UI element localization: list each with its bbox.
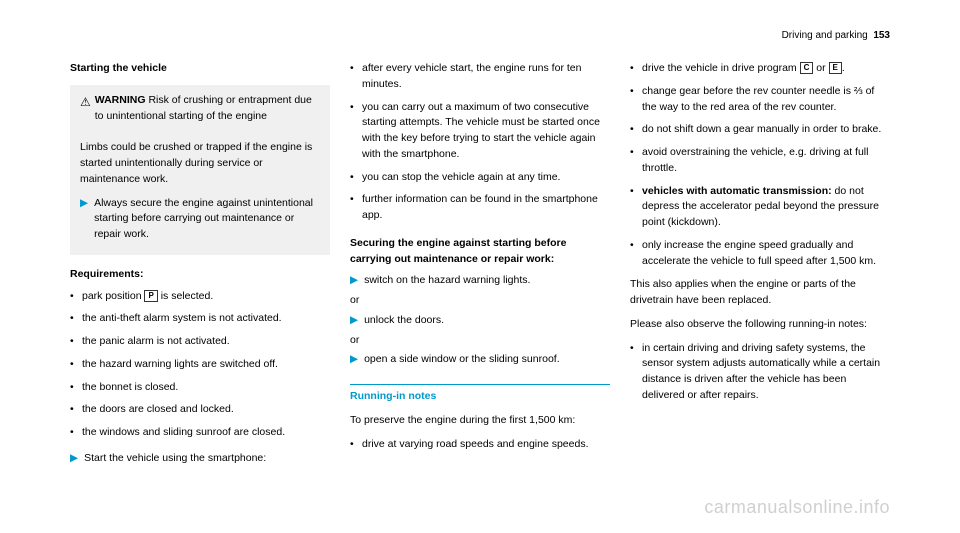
warning-box: ⚠ WARNING Risk of crushing or entrapment… (70, 85, 330, 133)
key-c: C (800, 62, 814, 74)
col2-bullets: after every vehicle start, the engine ru… (350, 61, 610, 224)
or-text-inline: or (813, 62, 828, 74)
running-intro: To preserve the engine during the first … (350, 413, 610, 429)
auto-label: vehicles with automatic transmission: (642, 185, 832, 197)
list-item: only increase the engine speed gradually… (630, 238, 890, 270)
list-item: change gear before the rev counter needl… (630, 84, 890, 116)
action-marker-icon: ▶ (350, 313, 358, 329)
req-text: park position (82, 290, 144, 302)
or-text: or (350, 293, 610, 309)
content-columns: Starting the vehicle ⚠ WARNING Risk of c… (70, 61, 890, 471)
page-header: Driving and parking 153 (70, 30, 890, 41)
list-item: after every vehicle start, the engine ru… (350, 61, 610, 93)
list-item: the anti-theft alarm system is not activ… (70, 311, 330, 327)
warning-text-block: WARNING Risk of crushing or entrapment d… (95, 93, 320, 125)
park-key: P (144, 290, 157, 302)
action-text: open a side window or the sliding sunroo… (364, 352, 560, 368)
period: . (842, 62, 845, 74)
observe-text: Please also observe the following runnin… (630, 317, 890, 333)
warning-body-box: Limbs could be crushed or trapped if the… (70, 132, 330, 255)
running-in-heading: Running-in notes (350, 384, 610, 405)
list-item: drive the vehicle in drive program C or … (630, 61, 890, 77)
action-marker-icon: ▶ (350, 273, 358, 289)
starting-title: Starting the vehicle (70, 61, 330, 77)
bullet-text: drive the vehicle in drive program (642, 62, 800, 74)
page-container: Driving and parking 153 Starting the veh… (0, 0, 960, 491)
apply-text: This also applies when the engine or par… (630, 277, 890, 309)
column-3: drive the vehicle in drive program C or … (630, 61, 890, 471)
action-text: unlock the doors. (364, 313, 444, 329)
col3-bullets: drive the vehicle in drive program C or … (630, 61, 890, 269)
secure-action-2: ▶ unlock the doors. (350, 313, 610, 329)
list-item: the windows and sliding sunroof are clos… (70, 425, 330, 441)
req-suffix: is selected. (158, 290, 213, 302)
action-text: switch on the hazard warning lights. (364, 273, 530, 289)
running-list: drive at varying road speeds and engine … (350, 437, 610, 453)
warning-icon: ⚠ (80, 93, 91, 111)
action-marker-icon: ▶ (350, 352, 358, 368)
secure-action-3: ▶ open a side window or the sliding sunr… (350, 352, 610, 368)
final-list: in certain driving and driving safety sy… (630, 341, 890, 404)
secure-title: Securing the engine against starting bef… (350, 236, 610, 268)
warning-body: Limbs could be crushed or trapped if the… (80, 140, 320, 187)
action-marker-icon: ▶ (70, 451, 78, 467)
list-item: you can carry out a maximum of two conse… (350, 100, 610, 163)
list-item: you can stop the vehicle again at any ti… (350, 170, 610, 186)
watermark: carmanualsonline.info (704, 497, 890, 518)
list-item: further information can be found in the … (350, 192, 610, 224)
list-item: the hazard warning lights are switched o… (70, 357, 330, 373)
list-item: the doors are closed and locked. (70, 402, 330, 418)
list-item: drive at varying road speeds and engine … (350, 437, 610, 453)
warning-action: Always secure the engine against uninten… (94, 196, 320, 243)
header-section: Driving and parking (782, 30, 868, 41)
requirements-list: park position P is selected. the anti-th… (70, 289, 330, 441)
warning-action-item: ▶ Always secure the engine against unint… (80, 196, 320, 243)
or-text: or (350, 333, 610, 349)
list-item: vehicles with automatic transmission: do… (630, 184, 890, 231)
list-item: avoid overstraining the vehicle, e.g. dr… (630, 145, 890, 177)
list-item: the panic alarm is not activated. (70, 334, 330, 350)
action-marker-icon: ▶ (80, 196, 88, 243)
list-item: the bonnet is closed. (70, 380, 330, 396)
list-item: do not shift down a gear manually in ord… (630, 122, 890, 138)
list-item: in certain driving and driving safety sy… (630, 341, 890, 404)
secure-action-1: ▶ switch on the hazard warning lights. (350, 273, 610, 289)
start-action-item: ▶ Start the vehicle using the smartphone… (70, 451, 330, 467)
list-item: park position P is selected. (70, 289, 330, 305)
start-action: Start the vehicle using the smartphone: (84, 451, 266, 467)
column-2: after every vehicle start, the engine ru… (350, 61, 610, 471)
column-1: Starting the vehicle ⚠ WARNING Risk of c… (70, 61, 330, 471)
warning-header: ⚠ WARNING Risk of crushing or entrapment… (80, 93, 320, 125)
requirements-title: Requirements: (70, 267, 330, 283)
warning-label: WARNING (95, 94, 146, 106)
key-e: E (829, 62, 842, 74)
page-number: 153 (873, 30, 890, 41)
